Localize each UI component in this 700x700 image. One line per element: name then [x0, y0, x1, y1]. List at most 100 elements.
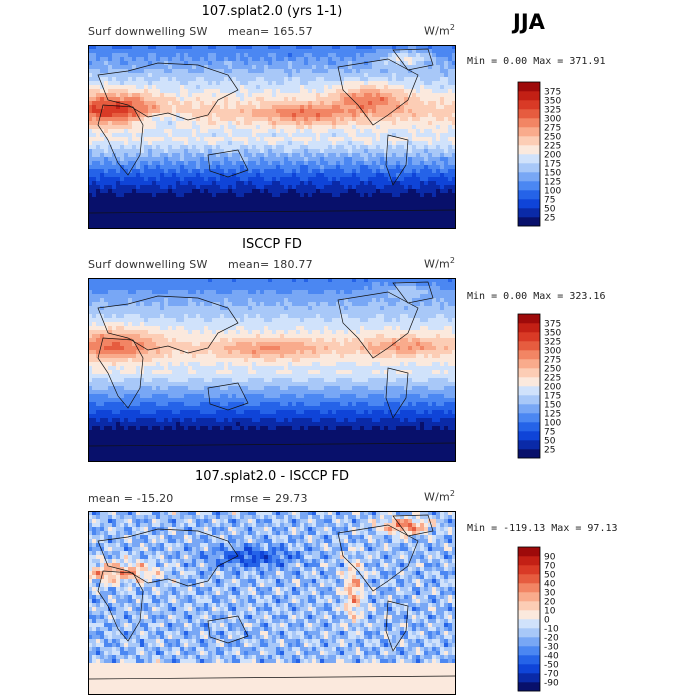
map-cell — [412, 161, 417, 166]
map-cell — [292, 73, 297, 78]
map-cell — [148, 69, 153, 74]
map-cell — [300, 101, 305, 106]
map-cell — [276, 225, 281, 229]
map-cell — [108, 153, 113, 158]
map-cell — [180, 145, 185, 150]
map-cell — [136, 93, 141, 98]
map-cell — [216, 225, 221, 229]
map-cell — [424, 278, 429, 283]
map-cell — [360, 173, 365, 178]
map-cell — [300, 201, 305, 206]
map-cell — [272, 81, 277, 86]
map-cell — [204, 278, 209, 283]
map-cell — [124, 101, 129, 106]
map-cell — [196, 129, 201, 134]
map-cell — [308, 193, 313, 198]
map-cell — [304, 290, 309, 295]
map-cell — [360, 73, 365, 78]
map-cell — [188, 201, 193, 206]
map-cell — [356, 137, 361, 142]
map-cell — [308, 125, 313, 130]
map-cell — [244, 113, 249, 118]
map-cell — [420, 133, 425, 138]
map-cell — [204, 209, 209, 214]
map-cell — [260, 141, 265, 146]
map-cell — [268, 65, 273, 70]
map-cell — [128, 133, 133, 138]
map-cell — [288, 165, 293, 170]
map-cell — [288, 93, 293, 98]
map-cell — [244, 65, 249, 70]
map-cell — [132, 85, 137, 90]
map-cell — [292, 57, 297, 62]
map-cell — [400, 93, 405, 98]
map-cell — [352, 201, 357, 206]
map-cell — [268, 217, 273, 222]
map-cell — [236, 105, 241, 110]
map-cell — [172, 109, 177, 114]
map-cell — [240, 77, 245, 82]
map-cell — [176, 197, 181, 202]
colorbar-swatch — [518, 199, 540, 209]
map-cell — [428, 57, 433, 62]
map-cell — [284, 153, 289, 158]
map-cell — [168, 57, 173, 62]
colorbar-swatch — [518, 181, 540, 191]
map-cell — [192, 161, 197, 166]
map-cell — [344, 77, 349, 82]
map-cell — [252, 129, 257, 134]
map-cell — [392, 157, 397, 162]
map-cell — [132, 97, 137, 102]
map-cell — [88, 306, 93, 311]
map-cell — [200, 185, 205, 190]
map-cell — [416, 117, 421, 122]
map-cell — [156, 173, 161, 178]
map-cell — [232, 278, 237, 283]
map-cell — [324, 53, 329, 58]
map-cell — [312, 153, 317, 158]
map-cell — [200, 141, 205, 146]
map-cell — [216, 181, 221, 186]
map-cell — [380, 97, 385, 102]
map-cell — [304, 113, 309, 118]
map-cell — [368, 81, 373, 86]
map-cell — [320, 161, 325, 166]
map-cell — [148, 73, 153, 78]
map-cell — [120, 109, 125, 114]
map-cell — [424, 101, 429, 106]
map-cell — [128, 101, 133, 106]
map-cell — [204, 117, 209, 122]
map-cell — [304, 286, 309, 291]
map-cell — [104, 217, 109, 222]
map-cell — [92, 105, 97, 110]
map-cell — [288, 189, 293, 194]
map-cell — [232, 306, 237, 311]
map-cell — [216, 57, 221, 62]
map-cell — [228, 73, 233, 78]
map-cell — [388, 294, 393, 299]
map-cell — [272, 129, 277, 134]
map-cell — [408, 137, 413, 142]
map-cell — [344, 81, 349, 86]
map-cell — [244, 217, 249, 222]
map-cell — [268, 173, 273, 178]
map-cell — [308, 225, 313, 229]
map-cell — [280, 193, 285, 198]
map-cell — [204, 65, 209, 70]
map-cell — [152, 53, 157, 58]
map-cell — [296, 77, 301, 82]
map-cell — [136, 209, 141, 214]
map-cell — [344, 298, 349, 303]
map-cell — [212, 225, 217, 229]
map-cell — [396, 53, 401, 58]
map-cell — [272, 165, 277, 170]
map-cell — [232, 89, 237, 94]
map-cell — [136, 45, 141, 50]
map-cell — [240, 205, 245, 210]
map-cell — [140, 149, 145, 154]
map-cell — [384, 189, 389, 194]
map-cell — [200, 278, 205, 283]
map-cell — [324, 89, 329, 94]
map-cell — [304, 181, 309, 186]
map-cell — [228, 93, 233, 98]
